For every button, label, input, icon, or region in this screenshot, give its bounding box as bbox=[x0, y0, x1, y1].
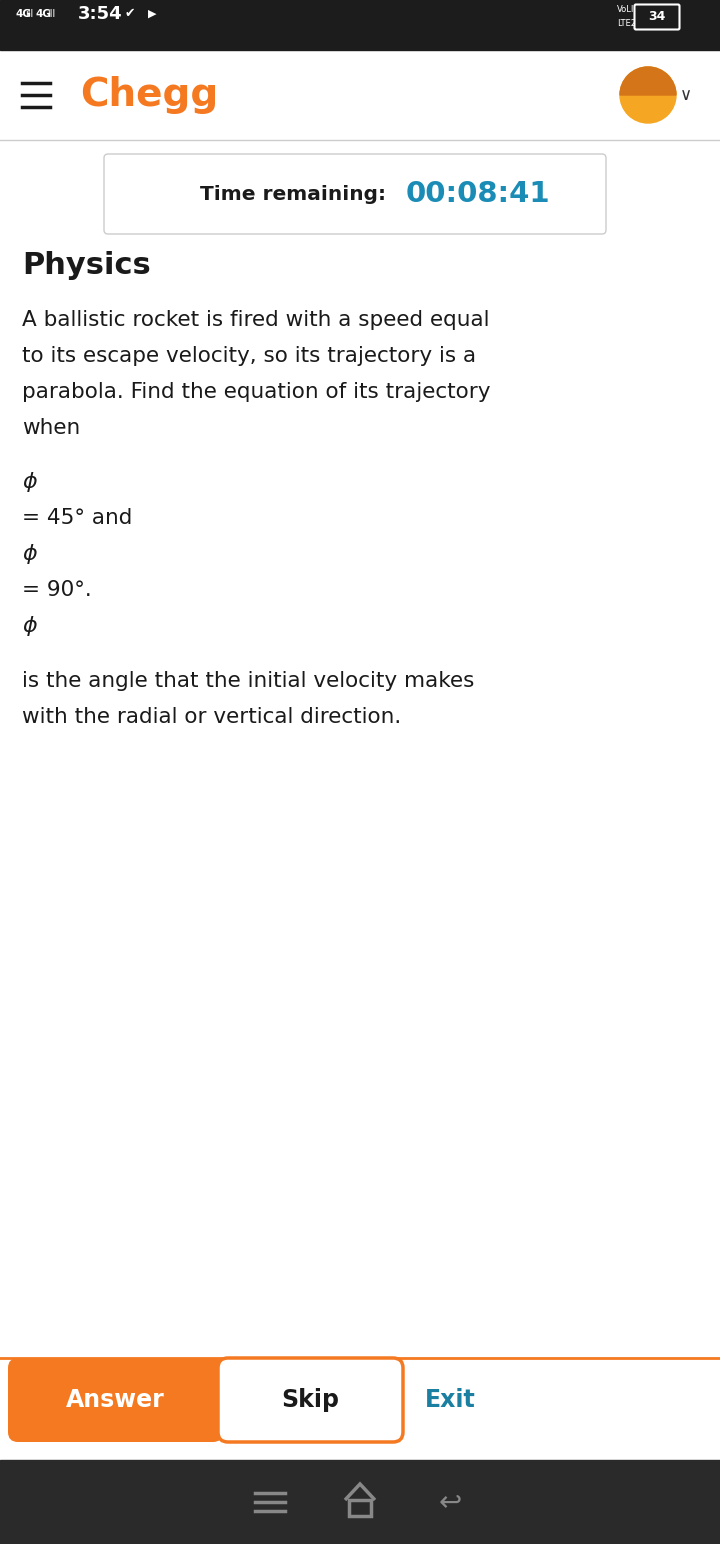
Text: ∨: ∨ bbox=[680, 86, 692, 103]
Text: VoLI: VoLI bbox=[617, 6, 634, 14]
Text: ✔: ✔ bbox=[125, 8, 135, 20]
Text: Chegg: Chegg bbox=[80, 76, 218, 114]
Text: with the radial or vertical direction.: with the radial or vertical direction. bbox=[22, 707, 401, 727]
Text: A ballistic rocket is fired with a speed equal: A ballistic rocket is fired with a speed… bbox=[22, 310, 490, 330]
Text: ▶: ▶ bbox=[148, 9, 156, 19]
Text: ϕ: ϕ bbox=[22, 616, 37, 636]
Text: ϕ: ϕ bbox=[22, 543, 37, 564]
Text: Physics: Physics bbox=[22, 250, 150, 279]
Text: ıll: ıll bbox=[25, 9, 33, 19]
Text: 4G: 4G bbox=[36, 9, 52, 19]
Text: Time remaining:: Time remaining: bbox=[200, 184, 393, 204]
Circle shape bbox=[637, 71, 659, 93]
Bar bbox=[0, 49, 720, 141]
FancyBboxPatch shape bbox=[104, 154, 606, 235]
FancyBboxPatch shape bbox=[8, 1359, 223, 1442]
Text: = 90°.: = 90°. bbox=[22, 581, 91, 601]
Text: 4G: 4G bbox=[15, 9, 31, 19]
Text: is the angle that the initial velocity makes: is the angle that the initial velocity m… bbox=[22, 672, 474, 692]
Text: ϕ: ϕ bbox=[22, 472, 37, 493]
Text: Answer: Answer bbox=[66, 1388, 164, 1413]
FancyBboxPatch shape bbox=[218, 1359, 403, 1442]
FancyBboxPatch shape bbox=[634, 5, 680, 29]
Text: 3:54: 3:54 bbox=[78, 5, 122, 23]
Text: 00:08:41: 00:08:41 bbox=[406, 181, 551, 208]
Text: LTE2: LTE2 bbox=[617, 19, 636, 28]
Text: ıll: ıll bbox=[47, 9, 55, 19]
Text: = 45° and: = 45° and bbox=[22, 508, 132, 528]
Text: 34: 34 bbox=[648, 11, 666, 23]
Text: Skip: Skip bbox=[281, 1388, 339, 1413]
Circle shape bbox=[620, 66, 676, 124]
Bar bbox=[349, 1501, 371, 1516]
Text: when: when bbox=[22, 418, 80, 438]
Bar bbox=[0, 1461, 720, 1544]
Text: parabola. Find the equation of its trajectory: parabola. Find the equation of its traje… bbox=[22, 381, 490, 401]
Text: to its escape velocity, so its trajectory is a: to its escape velocity, so its trajector… bbox=[22, 346, 476, 366]
Wedge shape bbox=[620, 66, 676, 96]
Bar bbox=[0, 0, 720, 49]
Text: Exit: Exit bbox=[425, 1388, 475, 1413]
Text: ↩: ↩ bbox=[438, 1488, 462, 1516]
